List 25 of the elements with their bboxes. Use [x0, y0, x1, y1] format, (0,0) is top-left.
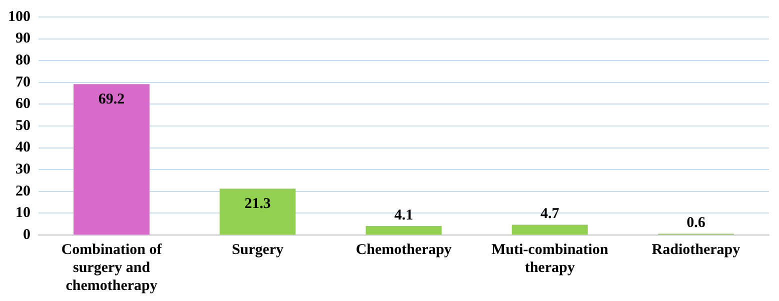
bar [74, 84, 150, 234]
data-label: 69.2 [98, 92, 125, 108]
data-label: 4.1 [394, 207, 414, 224]
x-tick-label: Chemotherapy [356, 242, 452, 258]
bar [512, 224, 588, 234]
y-tick-label: 70 [16, 74, 30, 90]
y-tick-label: 30 [16, 161, 30, 178]
x-tick-label: Radiotherapy [652, 242, 741, 258]
y-tick-label: 80 [16, 52, 30, 68]
y-tick-label: 10 [16, 205, 30, 222]
y-tick-label: 0 [23, 226, 30, 243]
data-label: 4.7 [540, 206, 560, 222]
bar [220, 188, 296, 234]
bar [366, 226, 442, 234]
data-label: 21.3 [244, 196, 271, 212]
y-tick-label: 40 [16, 140, 30, 156]
y-tick-label: 20 [16, 183, 30, 200]
x-tick-label: Surgery [232, 242, 284, 258]
x-tick-label: Combination of surgery and chemotherapy [61, 242, 163, 294]
y-tick-label: 60 [16, 96, 30, 112]
data-label: 0.6 [686, 215, 706, 232]
y-tick-label: 50 [16, 118, 30, 134]
y-tick-label: 100 [8, 8, 30, 25]
y-tick-label: 90 [16, 30, 30, 47]
x-tick-label: Muti-combination therapy [492, 242, 609, 276]
